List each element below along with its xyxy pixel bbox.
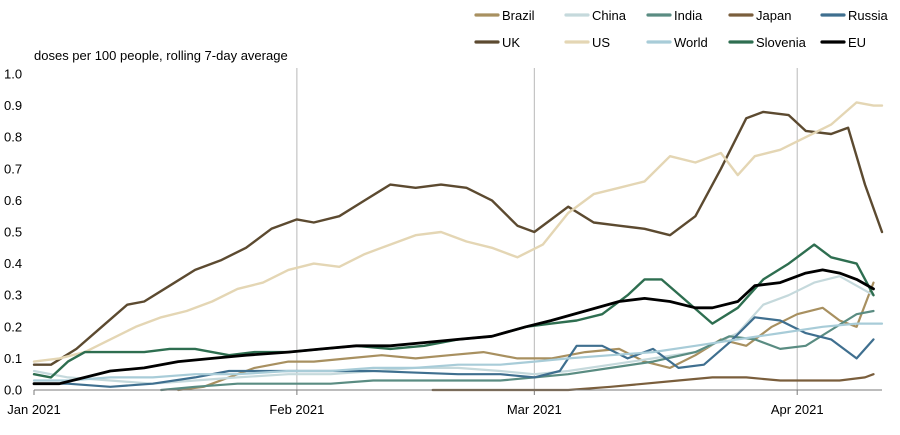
series-line-slovenia — [32, 243, 875, 379]
series-line-uk — [32, 110, 884, 366]
y-tick-label: 0.9 — [4, 98, 22, 113]
y-tick-label: 0.5 — [4, 225, 22, 240]
legend-label-russia: Russia — [848, 8, 889, 23]
y-axis-ticks: 0.0 0.1 0.2 0.3 0.4 0.5 0.6 0.7 0.8 0.9 1.0 — [4, 67, 22, 398]
series-line-india — [160, 309, 875, 392]
y-tick-label: 0.3 — [4, 288, 22, 303]
y-tick-label: 1.0 — [4, 67, 22, 82]
series-line-us — [32, 101, 884, 363]
y-tick-label: 0.1 — [4, 351, 22, 366]
legend-label-india: India — [674, 8, 703, 23]
series-line-world — [32, 322, 884, 382]
series-line-china — [32, 275, 875, 385]
x-tick-label: Apr 2021 — [771, 402, 824, 417]
x-tick-label: Feb 2021 — [269, 402, 324, 417]
y-axis-label: doses per 100 people, rolling 7-day aver… — [34, 48, 288, 63]
y-tick-label: 0.4 — [4, 256, 22, 271]
legend-label-brazil: Brazil — [502, 8, 535, 23]
legend-label-us: US — [592, 35, 610, 50]
y-tick-label: 0.7 — [4, 161, 22, 176]
series-line-brazil — [177, 281, 875, 392]
legend-label-world: World — [674, 35, 708, 50]
series-line-eu — [32, 268, 875, 386]
x-tick-label: Jan 2021 — [7, 402, 61, 417]
chart-legend: Brazil China India Japan Russia UK US World Slov… — [474, 8, 889, 50]
series-line-russia — [32, 316, 875, 388]
y-tick-label: 0.8 — [4, 130, 22, 145]
x-axis-ticks: Jan 2021 Feb 2021 Mar 2021 Apr 2021 — [7, 390, 824, 417]
legend-label-japan: Japan — [756, 8, 791, 23]
legend-label-slovenia: Slovenia — [756, 35, 807, 50]
legend-label-eu: EU — [848, 35, 866, 50]
y-tick-label: 0.2 — [4, 319, 22, 334]
legend-label-china: China — [592, 8, 627, 23]
series-line-japan — [431, 373, 875, 392]
y-tick-label: 0.0 — [4, 383, 22, 398]
series-lines — [32, 101, 884, 392]
x-tick-label: Mar 2021 — [507, 402, 562, 417]
y-tick-label: 0.6 — [4, 193, 22, 208]
legend-label-uk: UK — [502, 35, 520, 50]
